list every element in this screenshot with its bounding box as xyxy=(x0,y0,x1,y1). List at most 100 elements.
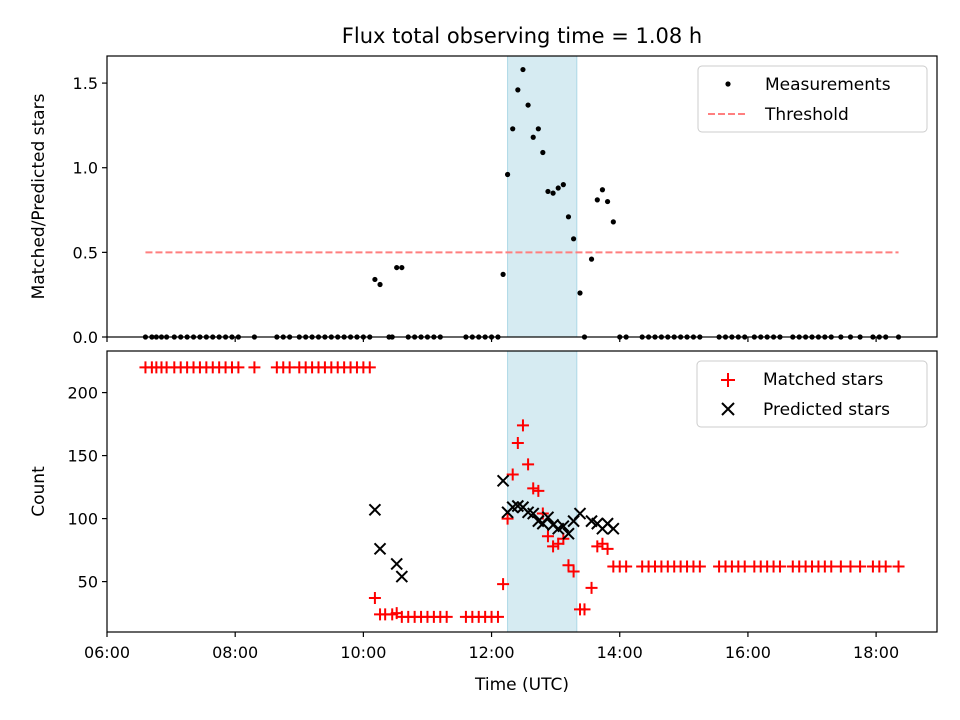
y-tick-label: 200 xyxy=(67,384,98,403)
matched-star-point xyxy=(596,537,609,550)
measurement-point xyxy=(515,87,521,93)
predicted-star-point xyxy=(557,519,570,533)
matched-star-point xyxy=(363,361,376,374)
y-tick-label: 150 xyxy=(67,447,98,466)
measurement-point xyxy=(540,149,546,156)
matched-star-point xyxy=(491,610,504,623)
matched-star-point xyxy=(232,361,245,374)
x-tick-label: 12:00 xyxy=(469,643,515,662)
chart-title: Flux total observing time = 1.08 h xyxy=(342,24,702,48)
x-ticks-bottom: 06:00 08:00 10:00 12:00 14:00 16:00 18:00 xyxy=(84,632,899,662)
measurement-point xyxy=(555,185,561,191)
measurement-point xyxy=(500,271,506,277)
observing-window-highlight-top xyxy=(507,55,578,338)
measurement-point xyxy=(520,66,526,73)
predicted-star-point xyxy=(527,507,540,520)
predicted-star-point xyxy=(390,557,403,571)
x-tick-label: 08:00 xyxy=(212,643,258,662)
predicted-star-point xyxy=(395,570,409,583)
matched-star-point xyxy=(532,484,545,497)
measurement-point xyxy=(570,236,577,242)
y-tick-label: 1.0 xyxy=(73,159,98,178)
y-tick-label: 0.0 xyxy=(73,328,98,347)
x-tick-label: 14:00 xyxy=(597,643,643,662)
legend-label-predicted: Predicted stars xyxy=(763,400,890,420)
measurement-points xyxy=(142,66,902,340)
matched-star-point xyxy=(501,512,514,525)
y-ticks-bottom: 50 100 150 200 xyxy=(67,384,107,592)
matched-star-point xyxy=(693,560,706,573)
x-tick-label: 16:00 xyxy=(725,643,771,662)
measurement-point xyxy=(510,126,516,132)
matched-star-point xyxy=(854,560,867,573)
matched-star-point xyxy=(527,482,540,495)
legend-label-matched: Matched stars xyxy=(763,370,883,390)
matched-star-point xyxy=(547,540,560,553)
matched-star-point xyxy=(516,419,529,432)
y-tick-label: 0.5 xyxy=(73,243,98,262)
legend-top: Measurements Threshold xyxy=(697,65,928,133)
y-axis-label-bottom: Count xyxy=(29,466,49,517)
measurement-point xyxy=(530,134,536,140)
matched-star-point xyxy=(541,530,554,543)
predicted-star-point xyxy=(541,511,555,524)
predicted-stars-points xyxy=(368,474,620,583)
y-tick-label: 50 xyxy=(78,573,98,592)
matched-star-point xyxy=(522,458,535,471)
matched-star-point xyxy=(368,591,381,604)
matched-star-point xyxy=(440,610,453,623)
matched-star-point xyxy=(591,540,604,553)
x-tick-label: 10:00 xyxy=(340,643,386,662)
matched-stars-points xyxy=(139,361,905,623)
legend-label-threshold: Threshold xyxy=(764,105,849,125)
measurement-point xyxy=(545,188,551,195)
measurement-point xyxy=(599,187,606,193)
matched-star-point xyxy=(248,361,261,374)
ratio-panel: 0.0 0.5 1.0 1.5 Matched/Predicted stars Mea… xyxy=(29,55,938,347)
y-tick-label: 100 xyxy=(67,510,98,529)
measurement-point xyxy=(610,219,616,225)
predicted-star-point xyxy=(373,542,387,556)
matched-star-point xyxy=(562,559,575,572)
matched-star-point xyxy=(552,537,565,550)
matched-star-point xyxy=(511,436,524,449)
matched-star-point xyxy=(506,468,519,481)
matched-star-point xyxy=(497,578,510,591)
predicted-star-point xyxy=(607,522,620,535)
measurement-point xyxy=(372,276,378,283)
predicted-star-point xyxy=(573,507,587,520)
matched-star-point xyxy=(892,560,905,573)
legend-bottom: Matched stars Predicted stars xyxy=(696,360,928,428)
measurement-point xyxy=(588,256,595,262)
x-ticks-top xyxy=(106,337,877,342)
measurement-point xyxy=(399,264,405,271)
legend-label-measurements: Measurements xyxy=(765,75,891,95)
measurement-point xyxy=(604,198,611,205)
x-axis-label: Time (UTC) xyxy=(474,675,569,695)
y-tick-label: 1.5 xyxy=(73,74,98,93)
predicted-star-point xyxy=(368,503,382,516)
matched-star-point xyxy=(567,565,580,578)
measurement-point xyxy=(577,290,583,296)
measurement-point xyxy=(594,197,600,203)
matched-star-point xyxy=(879,560,892,573)
legend-marker-matched xyxy=(721,373,735,387)
count-panel: 50 100 150 200 06:00 08:00 10:00 12:00 14:00 16:… xyxy=(29,350,938,695)
x-tick-label: 06:00 xyxy=(84,643,130,662)
matched-star-point xyxy=(578,603,591,616)
measurement-point xyxy=(504,171,511,178)
y-axis-label-top: Matched/Predicted stars xyxy=(29,93,49,299)
matched-star-point xyxy=(620,560,633,573)
legend-marker-predicted xyxy=(721,402,735,416)
measurement-point xyxy=(550,190,556,196)
measurement-point xyxy=(535,126,541,132)
measurement-point xyxy=(394,264,400,271)
legend-marker-measurements xyxy=(725,81,731,87)
legend-frame-top xyxy=(697,65,928,133)
axes-frame-bottom xyxy=(106,350,938,633)
measurement-point xyxy=(525,102,531,108)
predicted-star-point xyxy=(496,474,510,487)
y-ticks-top: 0.0 0.5 1.0 1.5 xyxy=(73,74,107,347)
matched-star-point xyxy=(585,581,598,594)
